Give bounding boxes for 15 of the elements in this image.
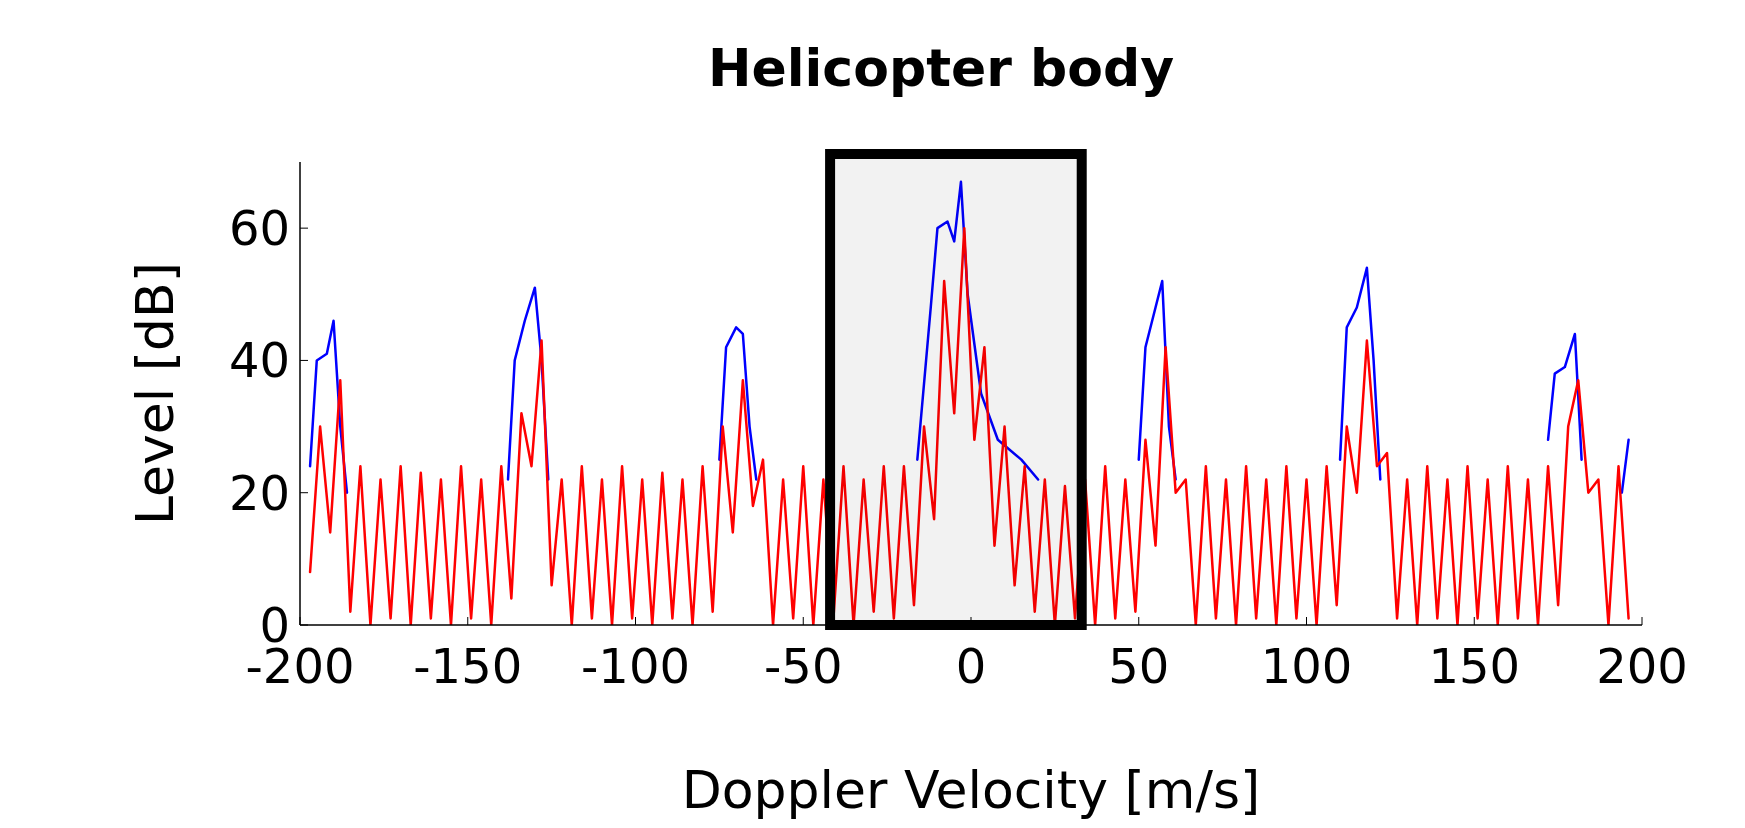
- x-tick-label: -150: [413, 638, 523, 694]
- chart-title: Helicopter body: [707, 38, 1175, 98]
- x-tick-label: 150: [1428, 638, 1521, 694]
- x-tick-label: -100: [581, 638, 690, 694]
- y-tick-label: 60: [228, 200, 290, 257]
- x-tick-label: 50: [1108, 638, 1170, 694]
- x-tick-label: 0: [955, 638, 987, 694]
- y-tick-label: 20: [228, 464, 290, 521]
- y-axis-title: Level [dB]: [125, 261, 185, 526]
- x-axis-title: Doppler Velocity [m/s]: [681, 760, 1261, 820]
- x-tick-label: 200: [1596, 638, 1688, 694]
- x-tick-label: 100: [1260, 638, 1353, 694]
- x-tick-label: -50: [764, 638, 843, 694]
- line-series: [308, 226, 1630, 625]
- y-tick-label: 40: [228, 332, 290, 389]
